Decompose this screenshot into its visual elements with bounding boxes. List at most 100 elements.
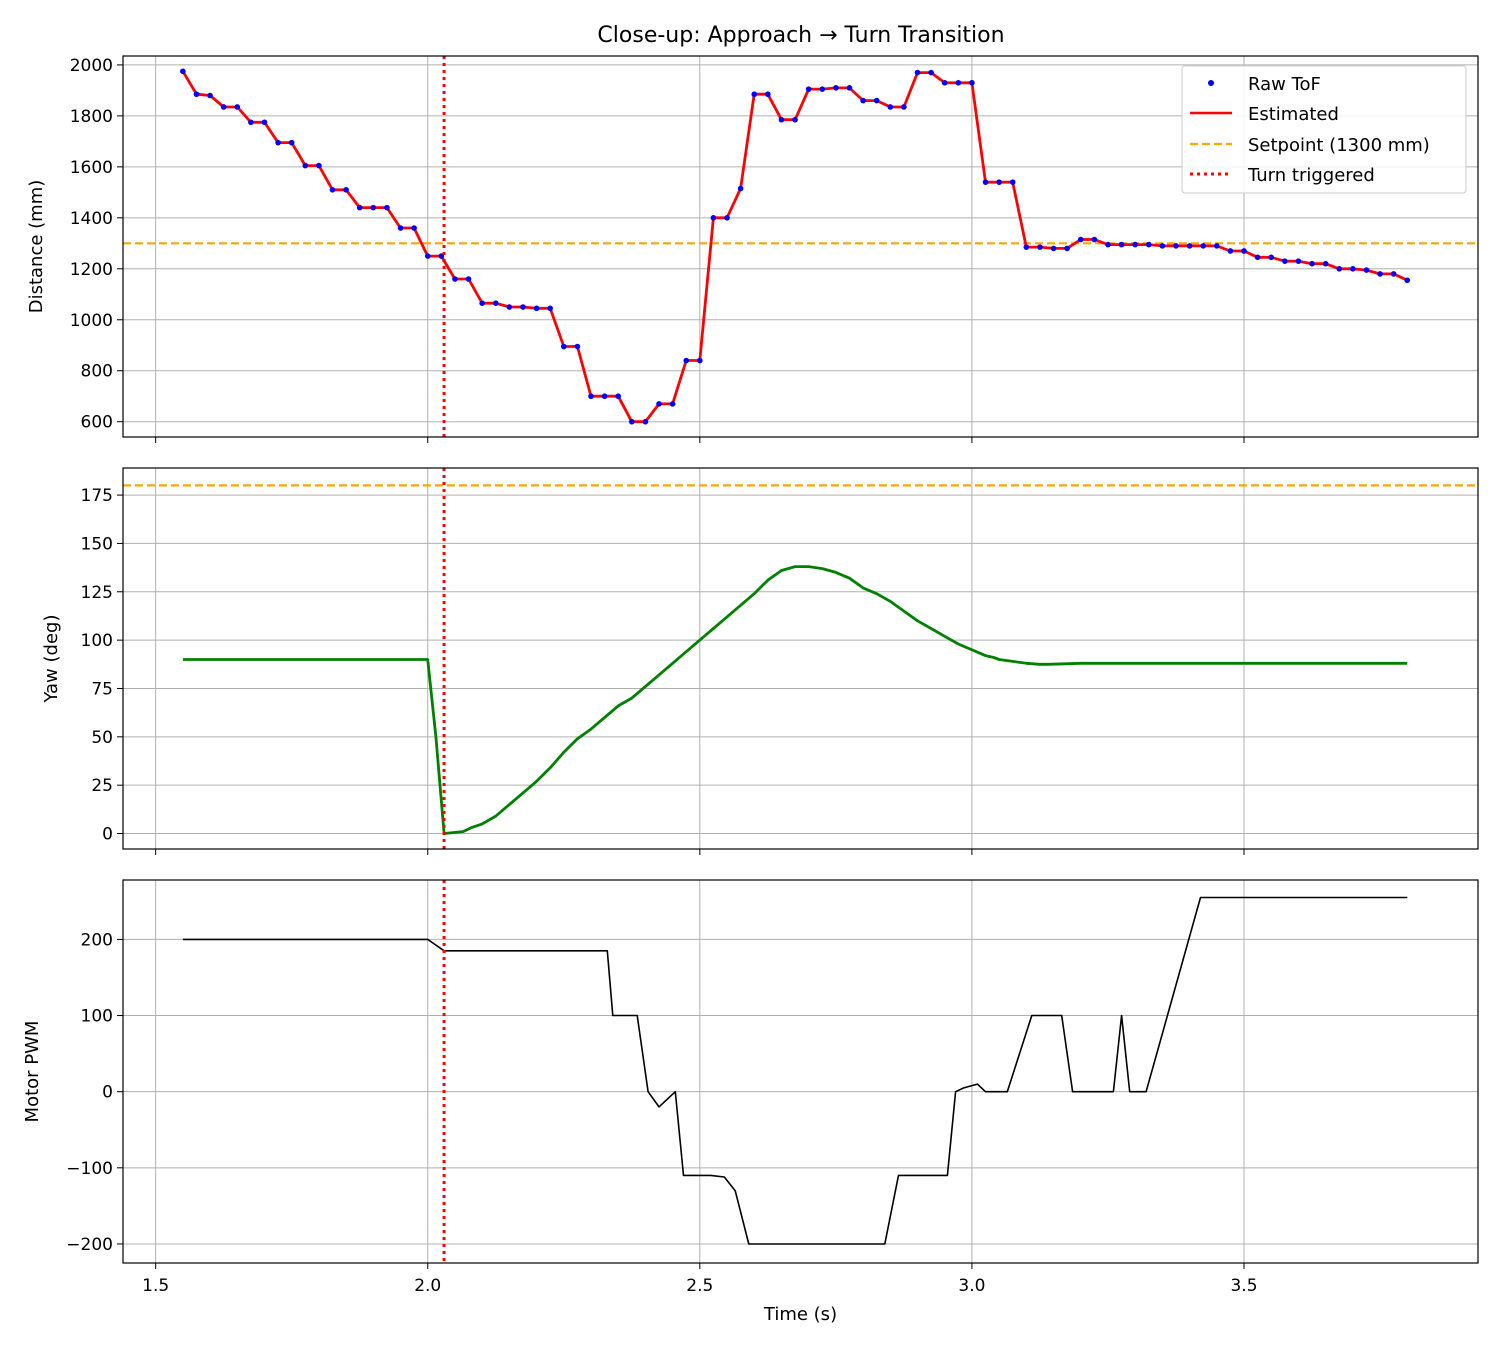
raw-tof-point (819, 86, 826, 92)
y-tick-label: 100 (81, 1007, 113, 1027)
raw-tof-point (1091, 236, 1098, 243)
raw-tof-point (969, 79, 975, 86)
raw-tof-point (384, 204, 390, 211)
raw-tof-point (792, 116, 798, 123)
raw-tof-point (1200, 243, 1206, 249)
raw-tof-point (914, 69, 921, 76)
raw-tof-point (1390, 271, 1397, 277)
raw-tof-point (520, 304, 526, 310)
panel-yaw: 0 25 50 75 100 125 150 175 Yaw (deg) (41, 467, 1479, 855)
y-tick-label: 50 (91, 728, 113, 748)
legend-turn-triggered: Turn triggered (1247, 165, 1375, 186)
raw-tof-point (996, 179, 1002, 185)
panel-distance: 600 800 1000 1200 1400 1600 1800 2000 Distance (… (26, 55, 1479, 443)
raw-tof-point (724, 215, 730, 221)
raw-tof-point (424, 253, 431, 259)
raw-tof-point (560, 343, 567, 350)
raw-tof-point (1050, 245, 1057, 252)
raw-tof-point (1363, 267, 1370, 273)
raw-tof-point (1241, 248, 1247, 254)
raw-tof-point (1213, 243, 1220, 249)
raw-tof-point (1132, 241, 1138, 248)
raw-tof-point (588, 393, 594, 400)
raw-tof-point (1105, 241, 1111, 248)
x-tick-label: 1.5 (142, 1276, 169, 1296)
raw-tof-point (1186, 243, 1193, 249)
y-axis-label: Yaw (deg) (41, 615, 62, 704)
raw-tof-point (1282, 258, 1288, 264)
raw-tof-point (220, 104, 227, 110)
raw-tof-point (329, 186, 336, 193)
y-tick-label: 200 (81, 930, 113, 950)
raw-tof-point (710, 215, 717, 221)
y-tick-label: 0 (102, 1083, 113, 1103)
plot-frame (122, 467, 1479, 850)
y-tick-label: 2000 (70, 56, 113, 76)
raw-tof-point (778, 116, 785, 123)
raw-tof-point (1254, 254, 1261, 261)
raw-tof-point (207, 92, 213, 99)
raw-tof-point (492, 300, 499, 307)
raw-tof-point (1159, 243, 1166, 249)
legend-box (1181, 65, 1467, 194)
raw-tof-point (397, 225, 404, 231)
raw-tof-point (234, 104, 241, 110)
raw-tof-point (1064, 245, 1070, 252)
raw-tof-point (697, 357, 703, 364)
raw-tof-point (1322, 260, 1329, 267)
raw-tof-point (1077, 236, 1084, 243)
legend-raw-tof-marker (1208, 80, 1214, 86)
raw-tof-point (751, 91, 758, 98)
y-tick-label: 800 (81, 362, 113, 382)
raw-tof-point (846, 85, 853, 91)
raw-tof-point (887, 104, 894, 110)
legend-raw-tof: Raw ToF (1248, 74, 1321, 95)
raw-tof-point (955, 79, 962, 86)
raw-tof-point (1227, 248, 1234, 254)
legend: Raw ToF Estimated Setpoint (1300 mm) Tur… (1181, 65, 1467, 194)
raw-tof-point (1377, 271, 1383, 277)
raw-tof-point (1268, 254, 1275, 261)
y-tick-label: 125 (81, 583, 113, 603)
raw-tof-point (629, 418, 635, 425)
x-tick-label: 2.5 (686, 1276, 713, 1296)
raw-tof-point (302, 162, 309, 169)
raw-tof-point (1336, 265, 1343, 272)
y-tick-label: 1400 (70, 209, 113, 229)
raw-tof-point (1309, 260, 1315, 267)
raw-tof-point (765, 91, 771, 98)
raw-tof-point (669, 401, 676, 407)
raw-tof-point (873, 97, 880, 104)
raw-tof-point (193, 91, 200, 98)
raw-tof-point (805, 86, 812, 92)
raw-tof-point (343, 186, 349, 193)
panel-pwm: 1.5 2.0 2.5 3.0 3.5 −200 −100 0 100 200 Motor PWM T… (22, 879, 1479, 1325)
x-axis-label: Time (s) (763, 1304, 837, 1325)
raw-tof-point (506, 304, 513, 310)
raw-tof-point (642, 418, 649, 425)
y-axis-label: Distance (mm) (26, 180, 47, 314)
legend-estimated: Estimated (1248, 104, 1339, 125)
x-tick-label: 3.5 (1230, 1276, 1257, 1296)
raw-tof-point (601, 393, 608, 400)
y-tick-label: 1600 (70, 158, 113, 178)
raw-tof-point (615, 393, 622, 400)
x-tick-label: 3.0 (958, 1276, 985, 1296)
raw-tof-point (928, 69, 934, 76)
raw-tof-point (656, 401, 662, 407)
raw-tof-point (452, 276, 458, 282)
y-tick-label: 25 (91, 776, 113, 796)
y-tick-label: 1200 (70, 260, 113, 280)
y-tick-label: 600 (81, 413, 113, 433)
raw-tof-point (833, 85, 839, 91)
y-tick-label: 100 (81, 631, 113, 651)
y-axis-label: Motor PWM (22, 1021, 43, 1123)
raw-tof-point (261, 119, 268, 126)
plot-frame (122, 879, 1479, 1264)
y-tick-label: 150 (81, 534, 113, 554)
raw-tof-point (941, 79, 948, 86)
y-tick-label: 75 (91, 679, 113, 699)
x-tick-label: 2.0 (414, 1276, 441, 1296)
raw-tof-point (275, 139, 281, 146)
